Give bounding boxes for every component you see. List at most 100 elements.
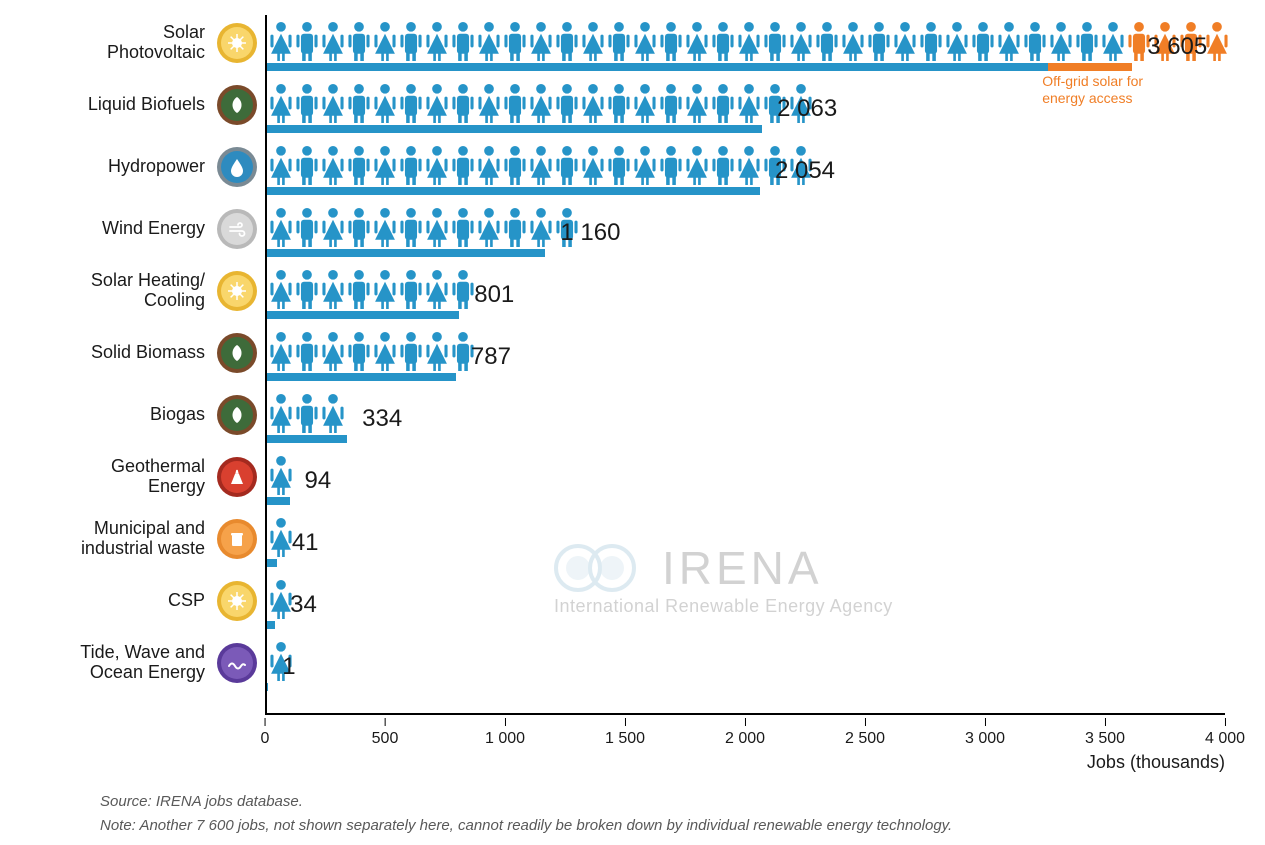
person-male-icon xyxy=(764,21,786,61)
chart-container: SolarPhotovoltaic xyxy=(0,0,1265,845)
person-female-icon xyxy=(374,21,396,61)
person-female-icon xyxy=(790,21,812,61)
person-male-icon xyxy=(816,21,838,61)
bar-segment xyxy=(267,373,456,381)
person-male-icon xyxy=(452,145,474,185)
category-row: GeothermalEnergy 94 xyxy=(0,449,1265,511)
category-label: Biogas xyxy=(60,405,205,425)
person-female-icon xyxy=(478,207,500,247)
category-row: CSP 34 xyxy=(0,573,1265,635)
person-male-icon xyxy=(348,269,370,309)
person-female-icon xyxy=(582,145,604,185)
person-female-icon xyxy=(478,145,500,185)
x-tick: 2 000 xyxy=(725,718,765,748)
person-female-icon xyxy=(686,21,708,61)
person-female-icon xyxy=(270,579,292,619)
person-male-icon xyxy=(348,331,370,371)
person-male-icon xyxy=(296,83,318,123)
value-label: 41 xyxy=(292,529,319,557)
x-tick: 3 000 xyxy=(965,718,1005,748)
person-male-icon xyxy=(504,145,526,185)
category-icon xyxy=(217,209,257,249)
x-tick: 0 xyxy=(261,718,270,748)
person-male-icon xyxy=(296,331,318,371)
person-male-icon xyxy=(608,21,630,61)
person-female-icon xyxy=(686,83,708,123)
value-label: 2 063 xyxy=(777,95,837,123)
footnote-source: Source: IRENA jobs database. xyxy=(100,790,952,814)
person-male-icon xyxy=(348,145,370,185)
person-female-icon xyxy=(1050,21,1072,61)
category-label: Solar Heating/Cooling xyxy=(60,271,205,311)
person-female-icon xyxy=(738,83,760,123)
person-male-icon xyxy=(868,21,890,61)
person-female-icon xyxy=(270,393,292,433)
category-label: Tide, Wave andOcean Energy xyxy=(60,643,205,683)
bar-segment xyxy=(267,311,459,319)
category-row: Municipal andindustrial waste 41 xyxy=(0,511,1265,573)
person-female-icon xyxy=(374,269,396,309)
person-male-icon xyxy=(608,145,630,185)
person-male-icon xyxy=(452,207,474,247)
person-male-icon xyxy=(660,145,682,185)
person-female-icon xyxy=(322,83,344,123)
bar-segment xyxy=(267,621,275,629)
footnotes: Source: IRENA jobs database. Note: Anoth… xyxy=(100,790,952,838)
category-label: Municipal andindustrial waste xyxy=(60,519,205,559)
pictogram-people xyxy=(270,455,292,495)
person-female-icon xyxy=(530,21,552,61)
person-male-icon xyxy=(400,21,422,61)
person-male-icon xyxy=(504,207,526,247)
category-label: SolarPhotovoltaic xyxy=(60,23,205,63)
bar-segment xyxy=(267,559,277,567)
person-male-icon xyxy=(556,21,578,61)
person-female-icon xyxy=(322,21,344,61)
person-male-icon xyxy=(400,83,422,123)
x-tick: 4 000 xyxy=(1205,718,1245,748)
person-male-icon xyxy=(452,21,474,61)
value-label: 94 xyxy=(305,467,332,495)
person-male-icon xyxy=(296,145,318,185)
category-row: Solid Biomass 787 xyxy=(0,325,1265,387)
person-female-icon xyxy=(478,83,500,123)
x-tick-label: 2 000 xyxy=(725,730,765,748)
person-male-icon xyxy=(712,83,734,123)
category-row: Wind Energy 1 160 xyxy=(0,201,1265,263)
person-male-icon xyxy=(400,331,422,371)
person-male-icon xyxy=(348,83,370,123)
value-label: 334 xyxy=(362,405,402,433)
category-row: SolarPhotovoltaic xyxy=(0,15,1265,77)
person-female-icon xyxy=(270,455,292,495)
person-female-icon xyxy=(270,83,292,123)
bar-segment xyxy=(267,497,290,505)
person-male-icon xyxy=(1024,21,1046,61)
person-male-icon xyxy=(972,21,994,61)
category-icon xyxy=(217,271,257,311)
value-label: 2 054 xyxy=(775,157,835,185)
pictogram-people xyxy=(270,579,292,619)
person-male-icon xyxy=(504,21,526,61)
person-female-icon xyxy=(582,83,604,123)
x-tick: 2 500 xyxy=(845,718,885,748)
category-icon xyxy=(217,147,257,187)
person-female-icon xyxy=(478,21,500,61)
value-label: 34 xyxy=(290,591,317,619)
person-female-icon xyxy=(1206,21,1228,61)
footnote-note: Note: Another 7 600 jobs, not shown sepa… xyxy=(100,814,952,838)
x-tick-label: 2 500 xyxy=(845,730,885,748)
person-female-icon xyxy=(374,83,396,123)
category-row: Hydropower xyxy=(0,139,1265,201)
category-icon xyxy=(217,519,257,559)
category-icon xyxy=(217,581,257,621)
category-icon xyxy=(217,457,257,497)
person-male-icon xyxy=(452,83,474,123)
person-female-icon xyxy=(322,331,344,371)
bar-segment xyxy=(267,187,760,195)
person-female-icon xyxy=(426,145,448,185)
person-male-icon xyxy=(296,21,318,61)
value-label: 1 xyxy=(282,653,295,681)
category-label: GeothermalEnergy xyxy=(60,457,205,497)
person-female-icon xyxy=(634,145,656,185)
x-tick: 3 500 xyxy=(1085,718,1125,748)
person-female-icon xyxy=(582,21,604,61)
